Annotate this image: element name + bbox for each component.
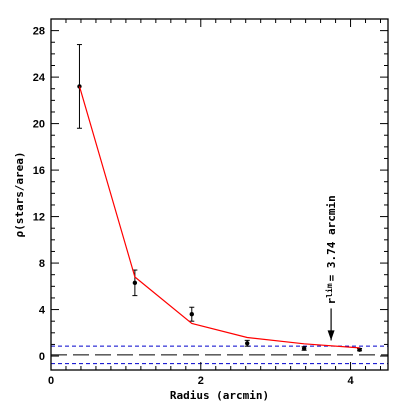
y-tick-label-16: 16	[33, 165, 45, 177]
y-tick-label-8: 8	[39, 258, 45, 270]
rlim-r: r	[325, 297, 338, 304]
y-tick-label-0: 0	[39, 351, 45, 363]
data-point-3	[245, 341, 250, 346]
rlim-annotation: rlim = 3.74 arcmin	[324, 195, 338, 341]
x-axis-label: Radius (arcmin)	[170, 389, 269, 402]
x-tick-label-0: 0	[48, 375, 54, 387]
fit-line	[78, 86, 360, 349]
data-point-4	[301, 346, 307, 351]
y-tick-label-24: 24	[33, 72, 46, 84]
rlim-text: = 3.74 arcmin	[325, 195, 338, 281]
rlim-arrowhead	[327, 330, 335, 341]
y-tick-label-28: 28	[33, 26, 45, 38]
rlim-subscript: lim	[324, 283, 334, 298]
x-tick-label-4: 4	[347, 375, 354, 387]
data-point-5	[357, 347, 362, 352]
y-tick-label-12: 12	[33, 212, 45, 224]
x-tick-label-2: 2	[198, 375, 204, 387]
y-axis-label: ρ(stars/area)	[13, 151, 26, 237]
data-point-2	[189, 312, 194, 317]
y-tick-label-20: 20	[33, 119, 45, 131]
y-tick-label-4: 4	[39, 305, 46, 317]
plot-layer	[51, 44, 388, 365]
plot-frame	[50, 18, 389, 371]
data-point-0	[77, 84, 82, 89]
data-point-1	[132, 280, 138, 286]
rlim-annotation-label: rlim = 3.74 arcmin	[324, 195, 338, 304]
